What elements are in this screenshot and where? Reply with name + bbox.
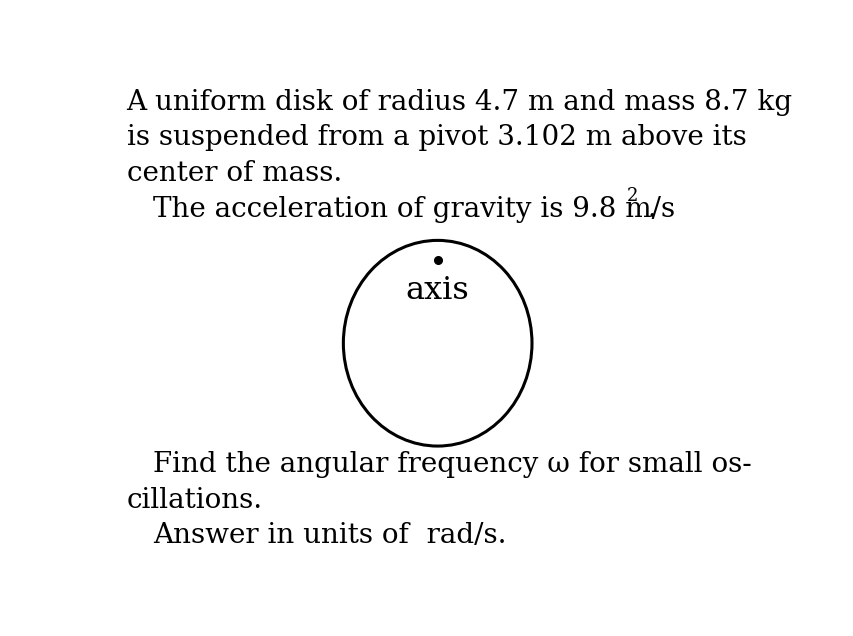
Text: axis: axis [405,275,469,306]
Text: Find the angular frequency ω for small os-: Find the angular frequency ω for small o… [153,451,751,478]
Text: cillations.: cillations. [126,487,263,514]
Text: center of mass.: center of mass. [126,160,341,187]
Text: .: . [638,196,656,223]
Text: 2: 2 [626,187,637,205]
Text: The acceleration of gravity is 9.8 m/s: The acceleration of gravity is 9.8 m/s [153,196,675,223]
Text: A uniform disk of radius 4.7 m and mass 8.7 kg: A uniform disk of radius 4.7 m and mass … [126,88,792,116]
Text: Answer in units of  rad/s.: Answer in units of rad/s. [153,522,506,550]
Text: is suspended from a pivot 3.102 m above its: is suspended from a pivot 3.102 m above … [126,124,746,151]
